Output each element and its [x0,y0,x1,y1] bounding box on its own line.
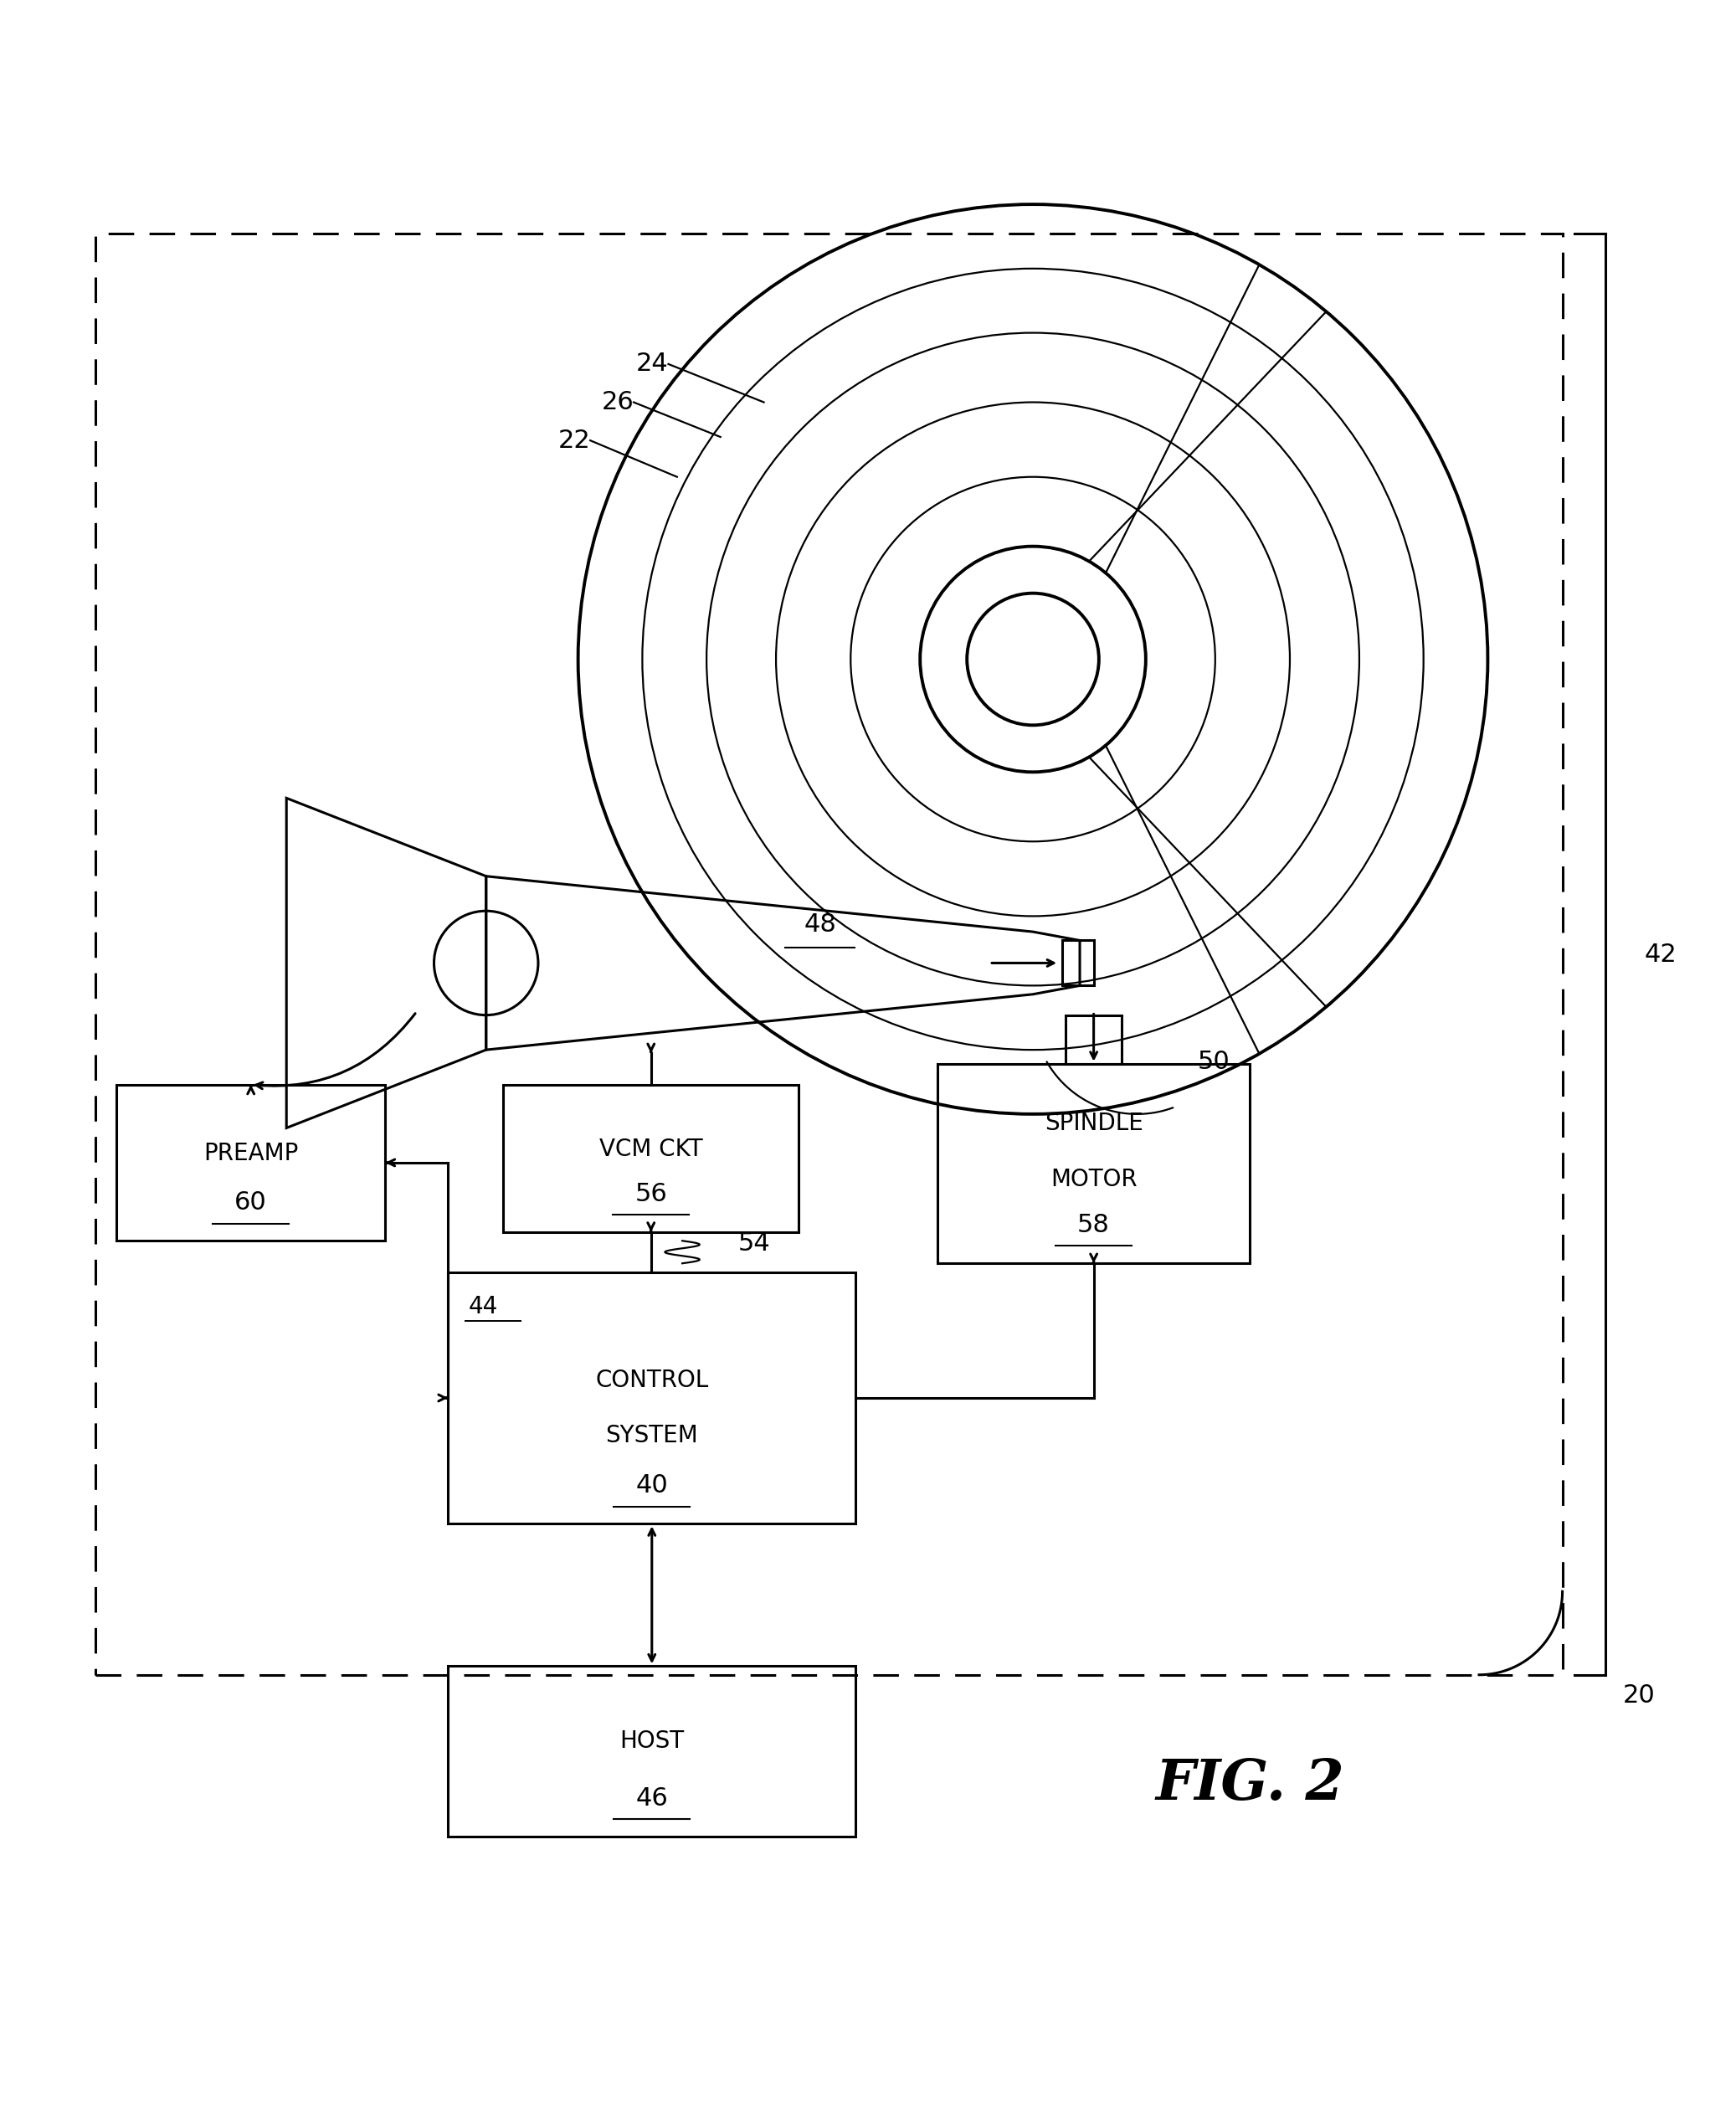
Text: PREAMP: PREAMP [203,1141,299,1164]
Bar [937,1063,1250,1264]
Text: 44: 44 [469,1296,498,1319]
Text: SYSTEM: SYSTEM [606,1425,698,1448]
Bar [503,1084,799,1232]
Text: FIG. 2: FIG. 2 [1156,1757,1344,1812]
Text: 42: 42 [1644,942,1677,967]
Text: 58: 58 [1078,1213,1109,1236]
Text: 60: 60 [234,1190,267,1215]
Text: 54: 54 [738,1232,771,1255]
Text: 22: 22 [557,428,590,453]
Bar [448,1272,856,1524]
Bar [116,1084,385,1241]
Bar [448,1666,856,1835]
Text: HOST: HOST [620,1730,684,1753]
Bar [1066,1014,1121,1063]
Text: SPINDLE: SPINDLE [1045,1111,1142,1135]
Bar [95,233,1562,1675]
Text: VCM CKT: VCM CKT [599,1137,703,1162]
Text: MOTOR: MOTOR [1050,1169,1137,1192]
Text: 48: 48 [804,912,837,938]
Text: 20: 20 [1623,1683,1656,1708]
Text: 40: 40 [635,1473,668,1497]
Text: 46: 46 [635,1787,668,1810]
Text: 56: 56 [635,1181,667,1207]
Bar [1062,940,1094,987]
Text: 50: 50 [1198,1050,1231,1073]
Text: 26: 26 [601,390,634,415]
Text: 24: 24 [635,351,668,377]
Text: CONTROL: CONTROL [595,1368,708,1391]
